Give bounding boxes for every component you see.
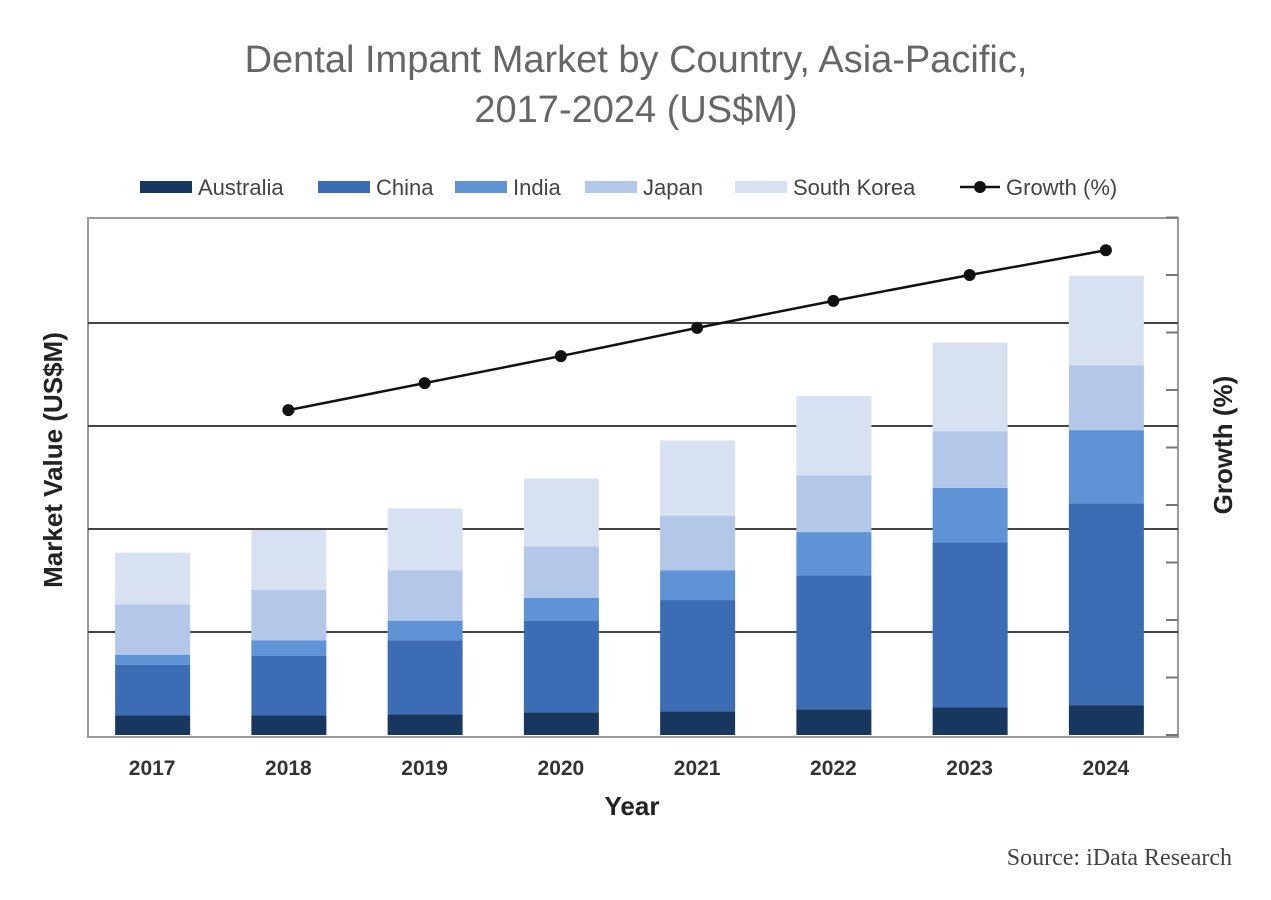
bar-china-2017 [115,664,191,716]
bar-australia-2020 [523,712,599,735]
x-tick-label: 2021 [674,757,721,780]
x-tick-label: 2023 [946,757,993,780]
bar-south-korea-2023 [932,342,1008,432]
bar-china-2018 [251,655,327,716]
legend-swatch-china [318,181,370,193]
bar-japan-2023 [932,431,1008,488]
bar-australia-2019 [387,714,463,735]
legend-label: South Korea [793,175,916,200]
legend-label: Growth (%) [1006,175,1117,200]
bar-china-2021 [660,600,736,712]
growth-point [1099,244,1112,257]
legend-swatch-india [455,181,507,193]
x-tick-label: 2024 [1083,757,1130,780]
x-tick-label: 2019 [401,757,448,780]
bar-south-korea-2024 [1068,275,1144,366]
bar-japan-2024 [1068,365,1144,431]
legend: Australia China India Japan South Korea Growt… [140,175,1117,200]
bar-south-korea-2020 [523,478,599,547]
growth-point [418,377,431,390]
chart-title-line-1: Dental Impant Market by Country, Asia-Pa… [245,39,1028,81]
bar-india-2018 [251,640,327,656]
legend-label: China [376,175,434,200]
y2-axis-label: Growth (%) [1208,376,1238,515]
bar-australia-2024 [1068,705,1144,735]
bar-china-2020 [523,620,599,713]
legend-marker-growth [974,181,986,193]
y-axis-label: Market Value (US$M) [38,332,68,588]
bar-india-2024 [1068,430,1144,504]
bar-japan-2019 [387,570,463,621]
source-note: Source: iData Research [1007,845,1232,871]
x-tick-label: 2017 [129,757,176,780]
bar-china-2022 [796,575,872,710]
bar-south-korea-2017 [115,552,191,605]
growth-point [963,269,976,281]
bar-south-korea-2022 [796,396,872,476]
bar-japan-2021 [660,515,736,571]
bar-australia-2018 [251,715,327,735]
growth-point [827,294,840,307]
bar-south-korea-2019 [387,508,463,571]
bar-india-2023 [932,487,1008,543]
x-tick-label: 2022 [810,757,857,780]
bar-india-2017 [115,654,191,665]
bar-south-korea-2018 [251,530,327,590]
legend-label: India [513,175,561,200]
x-axis-label: Year [605,791,660,821]
x-tick-label: 2018 [265,757,312,780]
chart-title-line-2: 2017-2024 (US$M) [474,89,797,131]
legend-swatch-australia [140,181,192,193]
bar-australia-2021 [660,711,736,735]
growth-point [554,350,567,363]
bar-india-2022 [796,532,872,576]
legend-swatch-south-korea [735,181,787,193]
bar-japan-2018 [251,589,327,641]
bar-australia-2022 [796,709,872,735]
legend-label: Japan [643,175,703,200]
bar-india-2021 [660,570,736,601]
bar-china-2023 [932,542,1008,708]
growth-point [282,404,295,417]
growth-point [691,321,704,334]
bar-australia-2023 [932,707,1008,735]
bar-japan-2022 [796,475,872,533]
bar-japan-2020 [523,546,599,599]
x-tick-label: 2020 [538,757,585,780]
plot-frame [87,217,1179,738]
bar-china-2024 [1068,503,1144,706]
bar-china-2019 [387,640,463,715]
bar-india-2020 [523,598,599,621]
bar-south-korea-2021 [660,440,736,516]
bar-japan-2017 [115,604,191,655]
bar-india-2019 [387,620,463,641]
legend-label: Australia [198,175,284,200]
bar-australia-2017 [115,715,191,735]
legend-swatch-japan [585,181,637,193]
